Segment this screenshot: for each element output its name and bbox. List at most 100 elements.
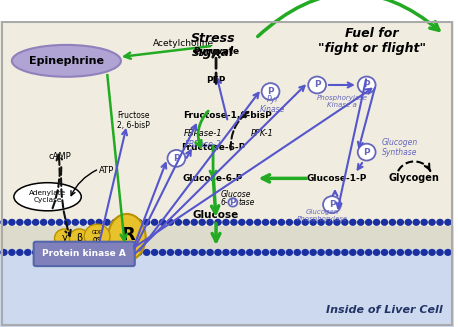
Text: Glucose-6-P: Glucose-6-P: [183, 174, 243, 183]
Text: Fuel for
"fight or flight": Fuel for "fight or flight": [317, 27, 425, 55]
Text: Glucose: Glucose: [221, 190, 251, 199]
Circle shape: [95, 219, 103, 226]
Circle shape: [278, 219, 285, 226]
Circle shape: [323, 196, 341, 213]
Text: R: R: [121, 227, 135, 245]
Circle shape: [317, 249, 325, 256]
Text: Pyruvate: Pyruvate: [193, 47, 239, 56]
Ellipse shape: [108, 214, 146, 261]
Circle shape: [286, 219, 293, 226]
Circle shape: [341, 219, 349, 226]
Circle shape: [397, 249, 404, 256]
Circle shape: [365, 219, 372, 226]
Ellipse shape: [12, 45, 121, 77]
Text: Inside of Liver Cell: Inside of Liver Cell: [326, 305, 443, 315]
Circle shape: [80, 249, 87, 256]
Text: P: P: [363, 80, 370, 90]
Circle shape: [64, 249, 71, 256]
Circle shape: [191, 219, 198, 226]
Circle shape: [24, 219, 32, 226]
Circle shape: [294, 219, 301, 226]
Circle shape: [84, 224, 110, 249]
Circle shape: [111, 249, 119, 256]
Text: P: P: [314, 80, 321, 90]
Circle shape: [64, 219, 71, 226]
Circle shape: [444, 219, 452, 226]
Circle shape: [238, 249, 245, 256]
Bar: [0, 249, 454, 327]
Circle shape: [413, 219, 420, 226]
Circle shape: [151, 219, 158, 226]
Text: Glycogen: Glycogen: [389, 173, 440, 183]
Circle shape: [16, 219, 23, 226]
Circle shape: [294, 249, 301, 256]
Circle shape: [238, 219, 245, 226]
Circle shape: [127, 249, 135, 256]
Text: PEP: PEP: [207, 76, 226, 85]
Circle shape: [373, 249, 380, 256]
Circle shape: [222, 249, 230, 256]
Text: P: P: [229, 198, 236, 207]
Circle shape: [119, 219, 127, 226]
Circle shape: [230, 249, 238, 256]
Circle shape: [40, 249, 47, 256]
Text: FBPase-1: FBPase-1: [184, 129, 223, 138]
Circle shape: [24, 249, 32, 256]
Circle shape: [174, 219, 182, 226]
Circle shape: [301, 219, 309, 226]
Circle shape: [357, 249, 365, 256]
Text: FBPase-2: FBPase-2: [184, 140, 221, 149]
Circle shape: [254, 219, 262, 226]
Circle shape: [214, 249, 222, 256]
Circle shape: [246, 249, 253, 256]
Circle shape: [349, 249, 357, 256]
Circle shape: [111, 219, 119, 226]
Text: Acetylcholine: Acetylcholine: [153, 40, 214, 48]
Text: P: P: [329, 200, 335, 209]
Circle shape: [135, 219, 142, 226]
Circle shape: [325, 219, 333, 226]
Bar: [0, 226, 454, 249]
Circle shape: [357, 219, 365, 226]
Circle shape: [71, 249, 79, 256]
Circle shape: [32, 219, 39, 226]
Circle shape: [0, 219, 8, 226]
Circle shape: [69, 229, 89, 248]
Text: Stress
signal: Stress signal: [191, 32, 235, 59]
Circle shape: [135, 249, 142, 256]
Circle shape: [56, 249, 63, 256]
Circle shape: [286, 249, 293, 256]
Circle shape: [436, 219, 444, 226]
Circle shape: [397, 219, 404, 226]
Circle shape: [333, 249, 341, 256]
Text: GDP: GDP: [92, 230, 103, 235]
Text: Protein kinase A: Protein kinase A: [42, 250, 126, 258]
Text: P: P: [363, 147, 370, 157]
Text: 6-: 6-: [221, 198, 229, 207]
Text: PFK-1: PFK-1: [251, 129, 274, 138]
Text: Adenylate
Cyclase: Adenylate Cyclase: [29, 190, 66, 203]
Circle shape: [389, 219, 396, 226]
Circle shape: [167, 249, 174, 256]
Circle shape: [381, 249, 388, 256]
Circle shape: [183, 249, 190, 256]
Text: Epinephrine: Epinephrine: [29, 56, 104, 66]
Circle shape: [413, 249, 420, 256]
Circle shape: [159, 219, 166, 226]
Circle shape: [310, 219, 317, 226]
Circle shape: [389, 249, 396, 256]
Circle shape: [349, 219, 357, 226]
Text: Glucogen
Phosphorylase: Glucogen Phosphorylase: [297, 209, 348, 222]
Circle shape: [159, 249, 166, 256]
Circle shape: [8, 249, 16, 256]
Circle shape: [381, 219, 388, 226]
Text: Glucose: Glucose: [193, 210, 239, 220]
Circle shape: [254, 249, 262, 256]
Circle shape: [404, 219, 412, 226]
Ellipse shape: [14, 183, 81, 211]
Circle shape: [0, 249, 8, 256]
Circle shape: [127, 219, 135, 226]
FancyBboxPatch shape: [34, 242, 135, 266]
Circle shape: [48, 219, 55, 226]
Circle shape: [229, 198, 237, 207]
